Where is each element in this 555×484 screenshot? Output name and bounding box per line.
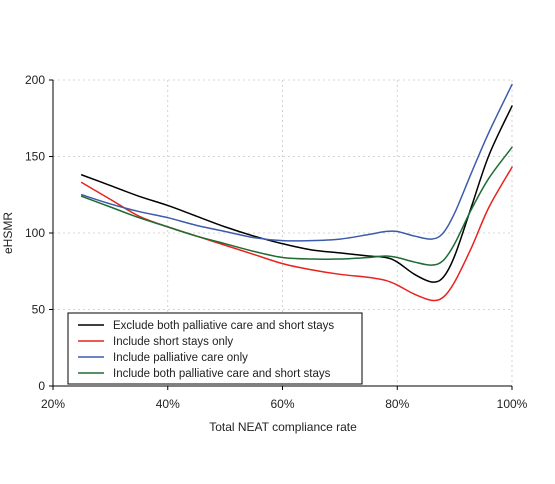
- y-tick-label: 0: [38, 379, 45, 393]
- x-tick-label: 40%: [156, 397, 180, 411]
- legend-label: Exclude both palliative care and short s…: [113, 320, 334, 332]
- y-tick-label: 100: [25, 226, 45, 240]
- legend: Exclude both palliative care and short s…: [67, 312, 363, 385]
- legend-box: [67, 312, 363, 385]
- ticks: 20% 40% 60% 80% 100% 0 50 100 150 200: [25, 73, 528, 411]
- legend-label: Include both palliative care and short s…: [113, 368, 331, 380]
- x-tick-label: 80%: [385, 397, 409, 411]
- series-line-2: [80, 166, 513, 302]
- y-tick-label: 50: [32, 303, 46, 317]
- x-axis-label: Total NEAT compliance rate: [209, 420, 357, 434]
- series-line-1: [80, 105, 513, 283]
- legend-label: Include short stays only: [113, 336, 233, 348]
- series-line-3: [80, 83, 513, 242]
- y-axis-label: eHSMR: [1, 212, 15, 254]
- legend-label: Include palliative care only: [113, 352, 248, 364]
- y-tick-label: 150: [25, 150, 45, 164]
- x-tick-label: 20%: [41, 397, 65, 411]
- series-lines: [80, 83, 513, 302]
- x-tick-label: 60%: [270, 397, 294, 411]
- series-line-4: [80, 146, 513, 266]
- y-tick-label: 200: [25, 73, 45, 87]
- x-tick-label: 100%: [497, 397, 528, 411]
